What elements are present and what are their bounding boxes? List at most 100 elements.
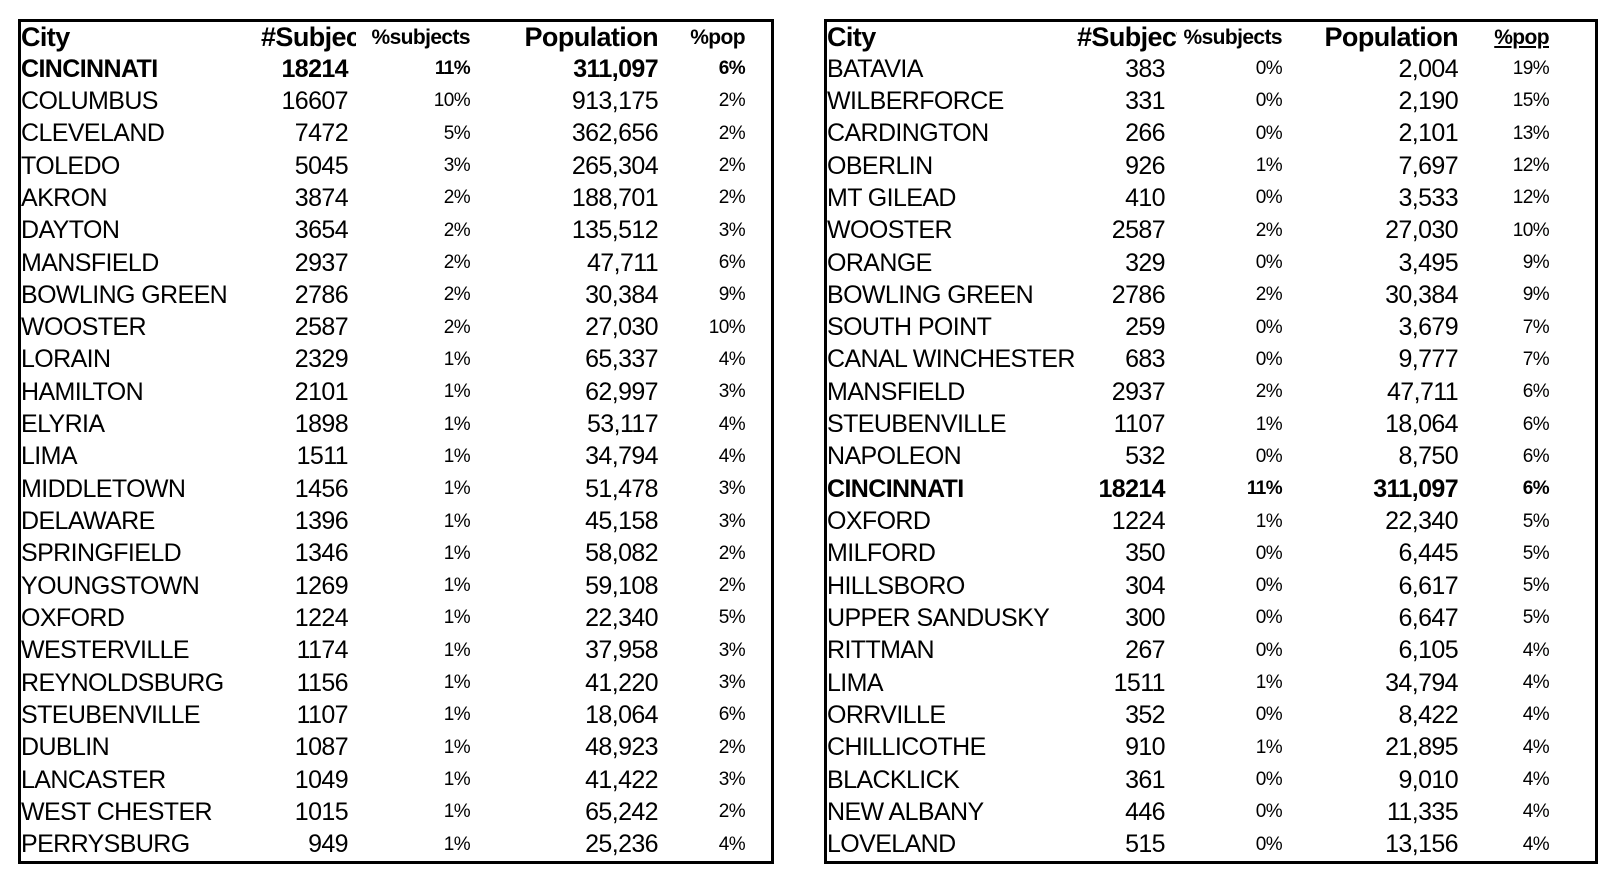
population-cell: 188,701 bbox=[571, 183, 659, 212]
table-row: WOOSTER 2587 2% 27,030 10% bbox=[21, 312, 771, 344]
population-cell: 9,010 bbox=[1398, 765, 1458, 794]
population-cell: 34,794 bbox=[1385, 668, 1458, 697]
population-cell: 47,711 bbox=[1386, 377, 1459, 406]
population-cell: 45,158 bbox=[585, 507, 658, 536]
pct-subjects-cell: 1% bbox=[443, 413, 471, 435]
pct-pop-cell: 2% bbox=[718, 542, 746, 564]
pct-subjects-cell: 0% bbox=[1255, 58, 1283, 80]
subjects-cell: 1396 bbox=[294, 507, 349, 536]
city-cell: WOOSTER bbox=[827, 216, 953, 245]
subjects-cell: 304 bbox=[1125, 571, 1166, 600]
population-cell: 53,117 bbox=[586, 410, 659, 439]
subjects-cell: 1898 bbox=[294, 410, 349, 439]
pct-pop-cell: 9% bbox=[1522, 252, 1550, 274]
column-header-city: City bbox=[827, 22, 876, 52]
pct-pop-cell: 3% bbox=[718, 769, 746, 791]
city-cell: COLUMBUS bbox=[21, 86, 158, 115]
pct-subjects-cell: 1% bbox=[443, 672, 471, 694]
city-table: City #Subjects %subjects Population %pop… bbox=[21, 22, 771, 861]
subjects-cell: 1015 bbox=[294, 797, 349, 826]
pct-subjects-cell: 1% bbox=[443, 801, 471, 823]
subjects-cell: 2937 bbox=[1111, 377, 1166, 406]
table-row: MANSFIELD 2937 2% 47,711 6% bbox=[21, 247, 771, 279]
pct-subjects-cell: 1% bbox=[443, 381, 471, 403]
city-cell: ORRVILLE bbox=[827, 700, 946, 729]
column-header-pct-subjects: %subjects bbox=[1183, 25, 1283, 49]
pct-subjects-cell: 1% bbox=[443, 607, 471, 629]
city-cell: CHILLICOTHE bbox=[827, 733, 986, 762]
city-cell: CARDINGTON bbox=[827, 119, 989, 148]
subjects-cell: 1511 bbox=[296, 442, 349, 471]
pct-pop-cell: 5% bbox=[1522, 575, 1550, 597]
pct-pop-cell: 7% bbox=[1522, 348, 1550, 370]
city-cell: YOUNGSTOWN bbox=[21, 571, 200, 600]
city-cell: REYNOLDSBURG bbox=[21, 668, 224, 697]
pct-subjects-cell: 2% bbox=[1255, 284, 1283, 306]
table-row: WESTERVILLE 1174 1% 37,958 3% bbox=[21, 635, 771, 667]
pct-pop-cell: 2% bbox=[718, 187, 746, 209]
city-cell: LOVELAND bbox=[827, 830, 956, 859]
population-cell: 3,533 bbox=[1398, 183, 1458, 212]
pct-subjects-cell: 0% bbox=[1255, 122, 1283, 144]
population-cell: 8,750 bbox=[1398, 442, 1458, 471]
pct-subjects-cell: 1% bbox=[443, 510, 471, 532]
pct-subjects-cell: 0% bbox=[1255, 252, 1283, 274]
city-table: City #Subjects %subjects Population %pop… bbox=[827, 22, 1595, 861]
population-cell: 9,777 bbox=[1398, 345, 1458, 374]
pct-pop-cell: 4% bbox=[1522, 672, 1550, 694]
pct-pop-cell: 12% bbox=[1512, 155, 1550, 177]
pct-subjects-cell: 1% bbox=[443, 348, 471, 370]
table-row: CLEVELAND 7472 5% 362,656 2% bbox=[21, 118, 771, 150]
city-cell: MT GILEAD bbox=[827, 183, 956, 212]
population-cell: 30,384 bbox=[1385, 280, 1458, 309]
table-row: WOOSTER 2587 2% 27,030 10% bbox=[827, 215, 1595, 247]
table-header: City #Subjects %subjects Population %pop bbox=[827, 22, 1595, 53]
city-cell: STEUBENVILLE bbox=[827, 410, 1007, 439]
city-cell: CINCINNATI bbox=[21, 54, 158, 83]
subjects-cell: 352 bbox=[1125, 700, 1166, 729]
pct-pop-cell: 13% bbox=[1512, 122, 1550, 144]
pct-subjects-cell: 3% bbox=[443, 155, 471, 177]
table-row: SPRINGFIELD 1346 1% 58,082 2% bbox=[21, 538, 771, 570]
pct-subjects-cell: 10% bbox=[433, 90, 471, 112]
subjects-cell: 1087 bbox=[294, 733, 349, 762]
population-cell: 2,190 bbox=[1398, 86, 1458, 115]
population-cell: 11,335 bbox=[1386, 797, 1459, 826]
pct-subjects-cell: 2% bbox=[443, 219, 471, 241]
pct-subjects-cell: 11% bbox=[1246, 478, 1283, 500]
table-body: BATAVIA 383 0% 2,004 19% WILBERFORCE 331… bbox=[827, 53, 1595, 861]
pct-pop-cell: 2% bbox=[718, 122, 746, 144]
city-cell: NAPOLEON bbox=[827, 442, 962, 471]
pct-subjects-cell: 5% bbox=[443, 122, 471, 144]
city-cell: PERRYSBURG bbox=[21, 830, 190, 859]
pct-pop-cell: 5% bbox=[1522, 510, 1550, 532]
subjects-cell: 1107 bbox=[1113, 410, 1166, 439]
population-cell: 3,495 bbox=[1398, 248, 1458, 277]
table-row: CINCINNATI 18214 11% 311,097 6% bbox=[21, 53, 771, 85]
table-row: LANCASTER 1049 1% 41,422 3% bbox=[21, 764, 771, 796]
subjects-cell: 1107 bbox=[296, 700, 349, 729]
pct-pop-cell: 3% bbox=[718, 478, 746, 500]
pct-pop-cell: 19% bbox=[1512, 58, 1550, 80]
pct-pop-cell: 4% bbox=[1522, 833, 1550, 855]
table-row: DUBLIN 1087 1% 48,923 2% bbox=[21, 732, 771, 764]
subjects-cell: 267 bbox=[1125, 636, 1166, 665]
table-row: HILLSBORO 304 0% 6,617 5% bbox=[827, 570, 1595, 602]
pct-pop-cell: 6% bbox=[1522, 381, 1550, 403]
population-cell: 65,242 bbox=[585, 797, 658, 826]
column-header-city: City bbox=[21, 22, 70, 52]
subjects-cell: 446 bbox=[1125, 797, 1166, 826]
city-cell: WOOSTER bbox=[21, 313, 147, 342]
table-row: CINCINNATI 18214 11% 311,097 6% bbox=[827, 473, 1595, 505]
subjects-cell: 926 bbox=[1125, 151, 1166, 180]
table-row: OXFORD 1224 1% 22,340 5% bbox=[21, 602, 771, 634]
table-row: MILFORD 350 0% 6,445 5% bbox=[827, 538, 1595, 570]
pct-pop-cell: 6% bbox=[718, 58, 746, 80]
pct-subjects-cell: 0% bbox=[1255, 704, 1283, 726]
population-cell: 265,304 bbox=[571, 151, 659, 180]
population-cell: 135,512 bbox=[571, 216, 659, 245]
city-cell: SOUTH POINT bbox=[827, 313, 992, 342]
pct-pop-cell: 6% bbox=[718, 704, 746, 726]
population-cell: 13,156 bbox=[1385, 830, 1458, 859]
